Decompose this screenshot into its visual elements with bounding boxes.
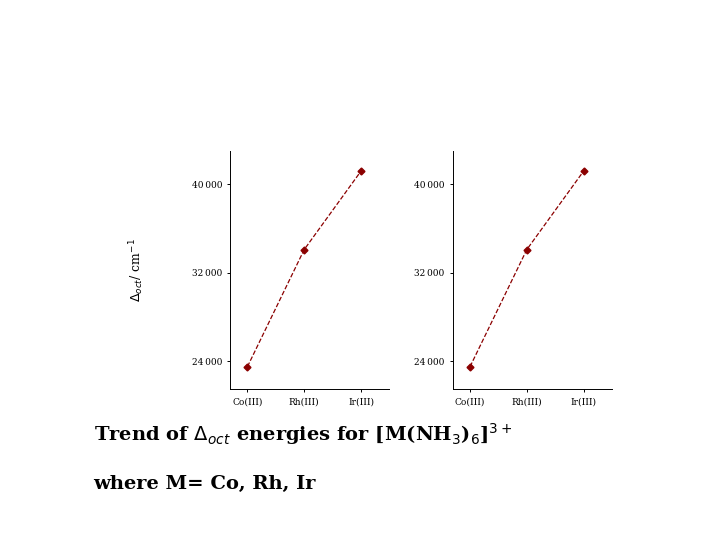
Text: Trend of $\Delta_{oct}$ energies for [M(NH$_3$)$_6$]$^{3+}$: Trend of $\Delta_{oct}$ energies for [M(… (94, 421, 512, 447)
Text: where M= Co, Rh, Ir: where M= Co, Rh, Ir (94, 475, 316, 493)
Text: $\Delta_{oct}$/ cm$^{-1}$: $\Delta_{oct}$/ cm$^{-1}$ (127, 238, 146, 302)
